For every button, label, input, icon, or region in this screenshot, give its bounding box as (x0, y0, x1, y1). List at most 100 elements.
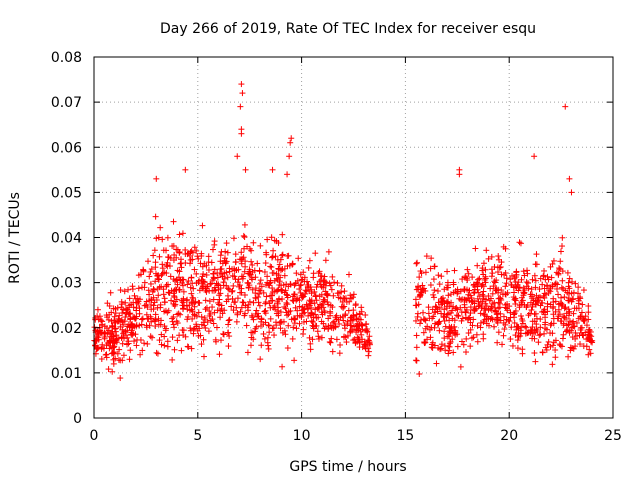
data-point (191, 266, 198, 273)
data-point (529, 276, 536, 283)
data-point (212, 336, 219, 343)
data-point (106, 302, 113, 309)
data-point (537, 294, 544, 301)
data-point (333, 336, 340, 343)
data-point (152, 311, 159, 318)
data-point (229, 272, 236, 279)
data-point (160, 247, 167, 254)
data-point (262, 307, 269, 314)
data-point (288, 135, 295, 142)
data-point (566, 285, 573, 292)
data-point (559, 277, 566, 284)
data-point (184, 343, 191, 350)
data-point (355, 325, 362, 332)
data-point (329, 273, 336, 280)
data-point (480, 260, 487, 267)
data-point (176, 268, 183, 275)
data-point (481, 316, 488, 323)
data-point (97, 329, 104, 336)
data-point (252, 274, 259, 281)
data-point (180, 295, 187, 302)
data-point (579, 301, 586, 308)
data-point (185, 343, 192, 350)
data-point (178, 347, 185, 354)
data-point (282, 287, 289, 294)
data-point (122, 299, 129, 306)
data-point (243, 322, 250, 329)
data-point (267, 279, 274, 286)
data-point (108, 309, 115, 316)
data-point (170, 313, 177, 320)
data-point (491, 299, 498, 306)
data-point (139, 347, 146, 354)
data-point (502, 270, 509, 277)
data-point (519, 320, 526, 327)
data-point (191, 303, 198, 310)
data-point (507, 276, 514, 283)
data-point (479, 281, 486, 288)
data-point (425, 310, 432, 317)
data-point (585, 309, 592, 316)
data-point (341, 295, 348, 302)
data-point (533, 326, 540, 333)
data-point (261, 308, 268, 315)
data-point (269, 297, 276, 304)
data-point (327, 302, 334, 309)
data-point (437, 346, 444, 353)
data-point (282, 305, 289, 312)
data-point (345, 271, 352, 278)
data-point (350, 291, 357, 298)
data-point (429, 339, 436, 346)
data-point (532, 284, 539, 291)
data-point (583, 322, 590, 329)
data-point (300, 293, 307, 300)
data-point (105, 316, 112, 323)
data-point (257, 277, 264, 284)
data-point (241, 245, 248, 252)
data-point (250, 316, 257, 323)
data-point (472, 245, 479, 252)
data-point (471, 286, 478, 293)
data-point (270, 269, 277, 276)
data-point (312, 311, 319, 318)
data-point (282, 331, 289, 338)
data-point (131, 323, 138, 330)
data-point (196, 277, 203, 284)
data-point (572, 280, 579, 287)
data-point (315, 333, 322, 340)
data-point (558, 343, 565, 350)
data-point (210, 270, 217, 277)
data-point (209, 246, 216, 253)
data-point (151, 286, 158, 293)
data-point (454, 343, 461, 350)
data-point (252, 310, 259, 317)
data-point (541, 306, 548, 313)
data-point (508, 281, 515, 288)
data-point (241, 292, 248, 299)
data-point (185, 277, 192, 284)
data-point (473, 331, 480, 338)
data-point (254, 260, 261, 267)
data-point (333, 312, 340, 319)
data-point (563, 315, 570, 322)
data-point (236, 256, 243, 263)
data-point (203, 271, 210, 278)
data-point (230, 235, 237, 242)
data-point (362, 312, 369, 319)
data-point (135, 272, 142, 279)
data-point (511, 310, 518, 317)
data-point (436, 327, 443, 334)
data-point (216, 351, 223, 358)
data-point (203, 304, 210, 311)
data-point (202, 325, 209, 332)
data-point (220, 331, 227, 338)
data-point (549, 283, 556, 290)
data-point (263, 293, 270, 300)
data-point (107, 330, 114, 337)
data-point (149, 334, 156, 341)
data-point (240, 254, 247, 261)
data-point (180, 288, 187, 295)
data-point (429, 306, 436, 313)
data-point (111, 317, 118, 324)
data-point (265, 345, 272, 352)
